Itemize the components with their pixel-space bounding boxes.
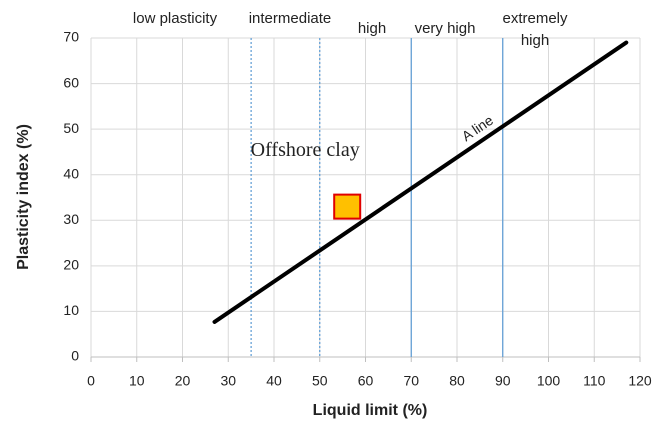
zone-label: high: [357, 20, 387, 37]
y-tick-label: 0: [71, 348, 79, 364]
x-axis-label: Liquid limit (%): [313, 402, 428, 419]
y-tick-label: 60: [63, 74, 79, 90]
x-tick-label: 20: [175, 373, 191, 389]
marker: [333, 193, 362, 220]
zone-label: extremely high: [502, 10, 568, 49]
y-tick-label: 20: [63, 257, 79, 273]
zone-label: very high: [414, 20, 476, 37]
y-tick-label: 40: [63, 165, 79, 181]
a-line: [212, 40, 629, 324]
y-tick-label: 30: [63, 211, 79, 227]
x-tick-label: 10: [129, 373, 145, 389]
x-tick-label: 0: [87, 373, 95, 389]
series-label: A line: [459, 112, 497, 145]
y-axis-label: Plasticity index (%): [15, 124, 32, 270]
y-tick-label: 50: [63, 120, 79, 136]
x-tick-label: 70: [403, 373, 419, 389]
x-tick-label: 30: [220, 373, 236, 389]
x-tick-label: 100: [537, 373, 561, 389]
x-tick-label: 60: [358, 373, 374, 389]
zone-label: intermediate: [248, 10, 332, 27]
x-tick-label: 110: [583, 373, 606, 389]
y-tick-label: 10: [63, 302, 79, 318]
x-tick-label: 120: [628, 373, 652, 389]
y-tick-label: 70: [63, 29, 79, 45]
x-tick-label: 40: [266, 373, 282, 389]
x-tick-label: 50: [312, 373, 328, 389]
x-tick-label: 90: [495, 373, 511, 389]
x-tick-label: 80: [449, 373, 465, 389]
zone-label: low plasticity: [132, 10, 218, 27]
series-label: Offshore clay: [251, 139, 360, 161]
